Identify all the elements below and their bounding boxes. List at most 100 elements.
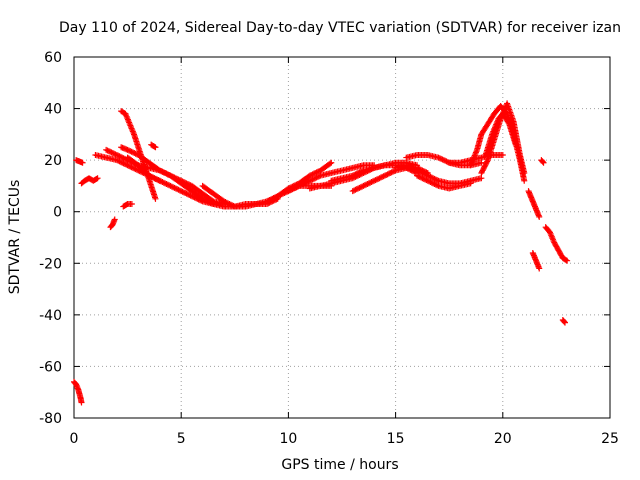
data-point <box>176 177 183 184</box>
data-point <box>123 161 130 168</box>
data-point <box>536 265 543 272</box>
data-point <box>111 150 118 157</box>
data-point <box>387 170 394 177</box>
data-point <box>79 159 86 166</box>
data-point <box>432 181 439 188</box>
data-point <box>103 146 110 153</box>
data-point <box>478 159 485 166</box>
data-point <box>131 165 138 172</box>
data-point <box>133 166 140 173</box>
data-point <box>294 183 301 190</box>
data-point <box>312 170 319 177</box>
data-point <box>308 177 315 184</box>
data-point <box>428 174 435 181</box>
data-point <box>353 186 360 193</box>
data-point <box>186 191 193 198</box>
data-point <box>162 180 169 187</box>
data-point <box>121 161 128 168</box>
data-marks <box>71 100 571 406</box>
data-point <box>442 157 449 164</box>
data-point <box>159 168 166 175</box>
data-point <box>418 174 425 181</box>
data-point <box>117 153 124 160</box>
data-point <box>564 257 571 264</box>
data-point <box>117 159 124 166</box>
data-point <box>120 160 127 167</box>
x-tick-label: 25 <box>601 431 619 447</box>
data-point <box>183 180 190 187</box>
data-point <box>418 169 425 176</box>
data-point <box>111 216 118 223</box>
data-point <box>305 178 312 185</box>
data-point <box>267 196 274 203</box>
data-point <box>327 160 334 167</box>
data-point <box>424 172 431 179</box>
y-tick-label: -60 <box>39 359 62 375</box>
data-point <box>128 164 135 171</box>
data-point <box>309 171 316 178</box>
data-point <box>406 163 412 170</box>
data-point <box>292 184 299 191</box>
data-point <box>127 148 134 155</box>
data-point <box>112 151 119 158</box>
data-point <box>376 175 383 182</box>
data-point <box>444 159 451 166</box>
data-point <box>539 158 546 165</box>
x-tick-label: 15 <box>387 431 405 447</box>
y-tick-label: 20 <box>44 153 62 169</box>
data-point <box>359 183 366 190</box>
data-point <box>306 177 313 184</box>
data-point <box>431 180 438 187</box>
data-point <box>467 180 474 187</box>
data-point <box>290 185 297 192</box>
data-point <box>113 151 120 158</box>
data-point <box>296 182 303 189</box>
data-point <box>432 176 439 183</box>
data-point <box>199 195 206 202</box>
data-point <box>367 179 374 186</box>
series-arc-2 <box>73 157 86 166</box>
data-point <box>412 166 419 173</box>
data-point <box>427 179 434 186</box>
series-arc-7 <box>118 108 159 202</box>
data-point <box>424 177 431 184</box>
data-point <box>124 146 131 153</box>
data-point <box>384 171 391 178</box>
data-point <box>363 181 370 188</box>
data-point <box>353 170 360 177</box>
plot-frame <box>73 56 611 419</box>
data-point <box>411 166 418 173</box>
data-point <box>379 173 386 180</box>
data-point <box>132 166 139 173</box>
series-arc-29 <box>542 224 571 264</box>
data-point <box>147 173 154 180</box>
data-point <box>431 175 438 182</box>
data-point <box>404 162 411 169</box>
grid <box>74 57 610 418</box>
x-tick-label: 0 <box>70 431 79 447</box>
data-point <box>369 178 376 185</box>
data-point <box>349 188 356 195</box>
data-point <box>443 158 450 165</box>
data-point <box>107 148 114 155</box>
data-point <box>146 172 153 179</box>
data-point <box>414 172 421 179</box>
data-point <box>427 173 434 180</box>
data-point <box>430 180 437 187</box>
series-arc-27 <box>529 249 543 272</box>
data-point <box>152 175 159 182</box>
data-point <box>183 190 190 197</box>
data-point <box>288 186 295 193</box>
data-point <box>484 158 491 165</box>
data-point <box>105 148 112 155</box>
data-point <box>154 176 161 183</box>
data-point <box>188 193 195 200</box>
data-point <box>356 169 363 176</box>
data-point <box>410 165 417 172</box>
data-point <box>371 177 378 184</box>
data-point <box>434 182 441 189</box>
data-point <box>391 168 398 175</box>
data-point <box>419 175 426 182</box>
data-point <box>168 183 175 190</box>
data-point <box>104 147 111 154</box>
